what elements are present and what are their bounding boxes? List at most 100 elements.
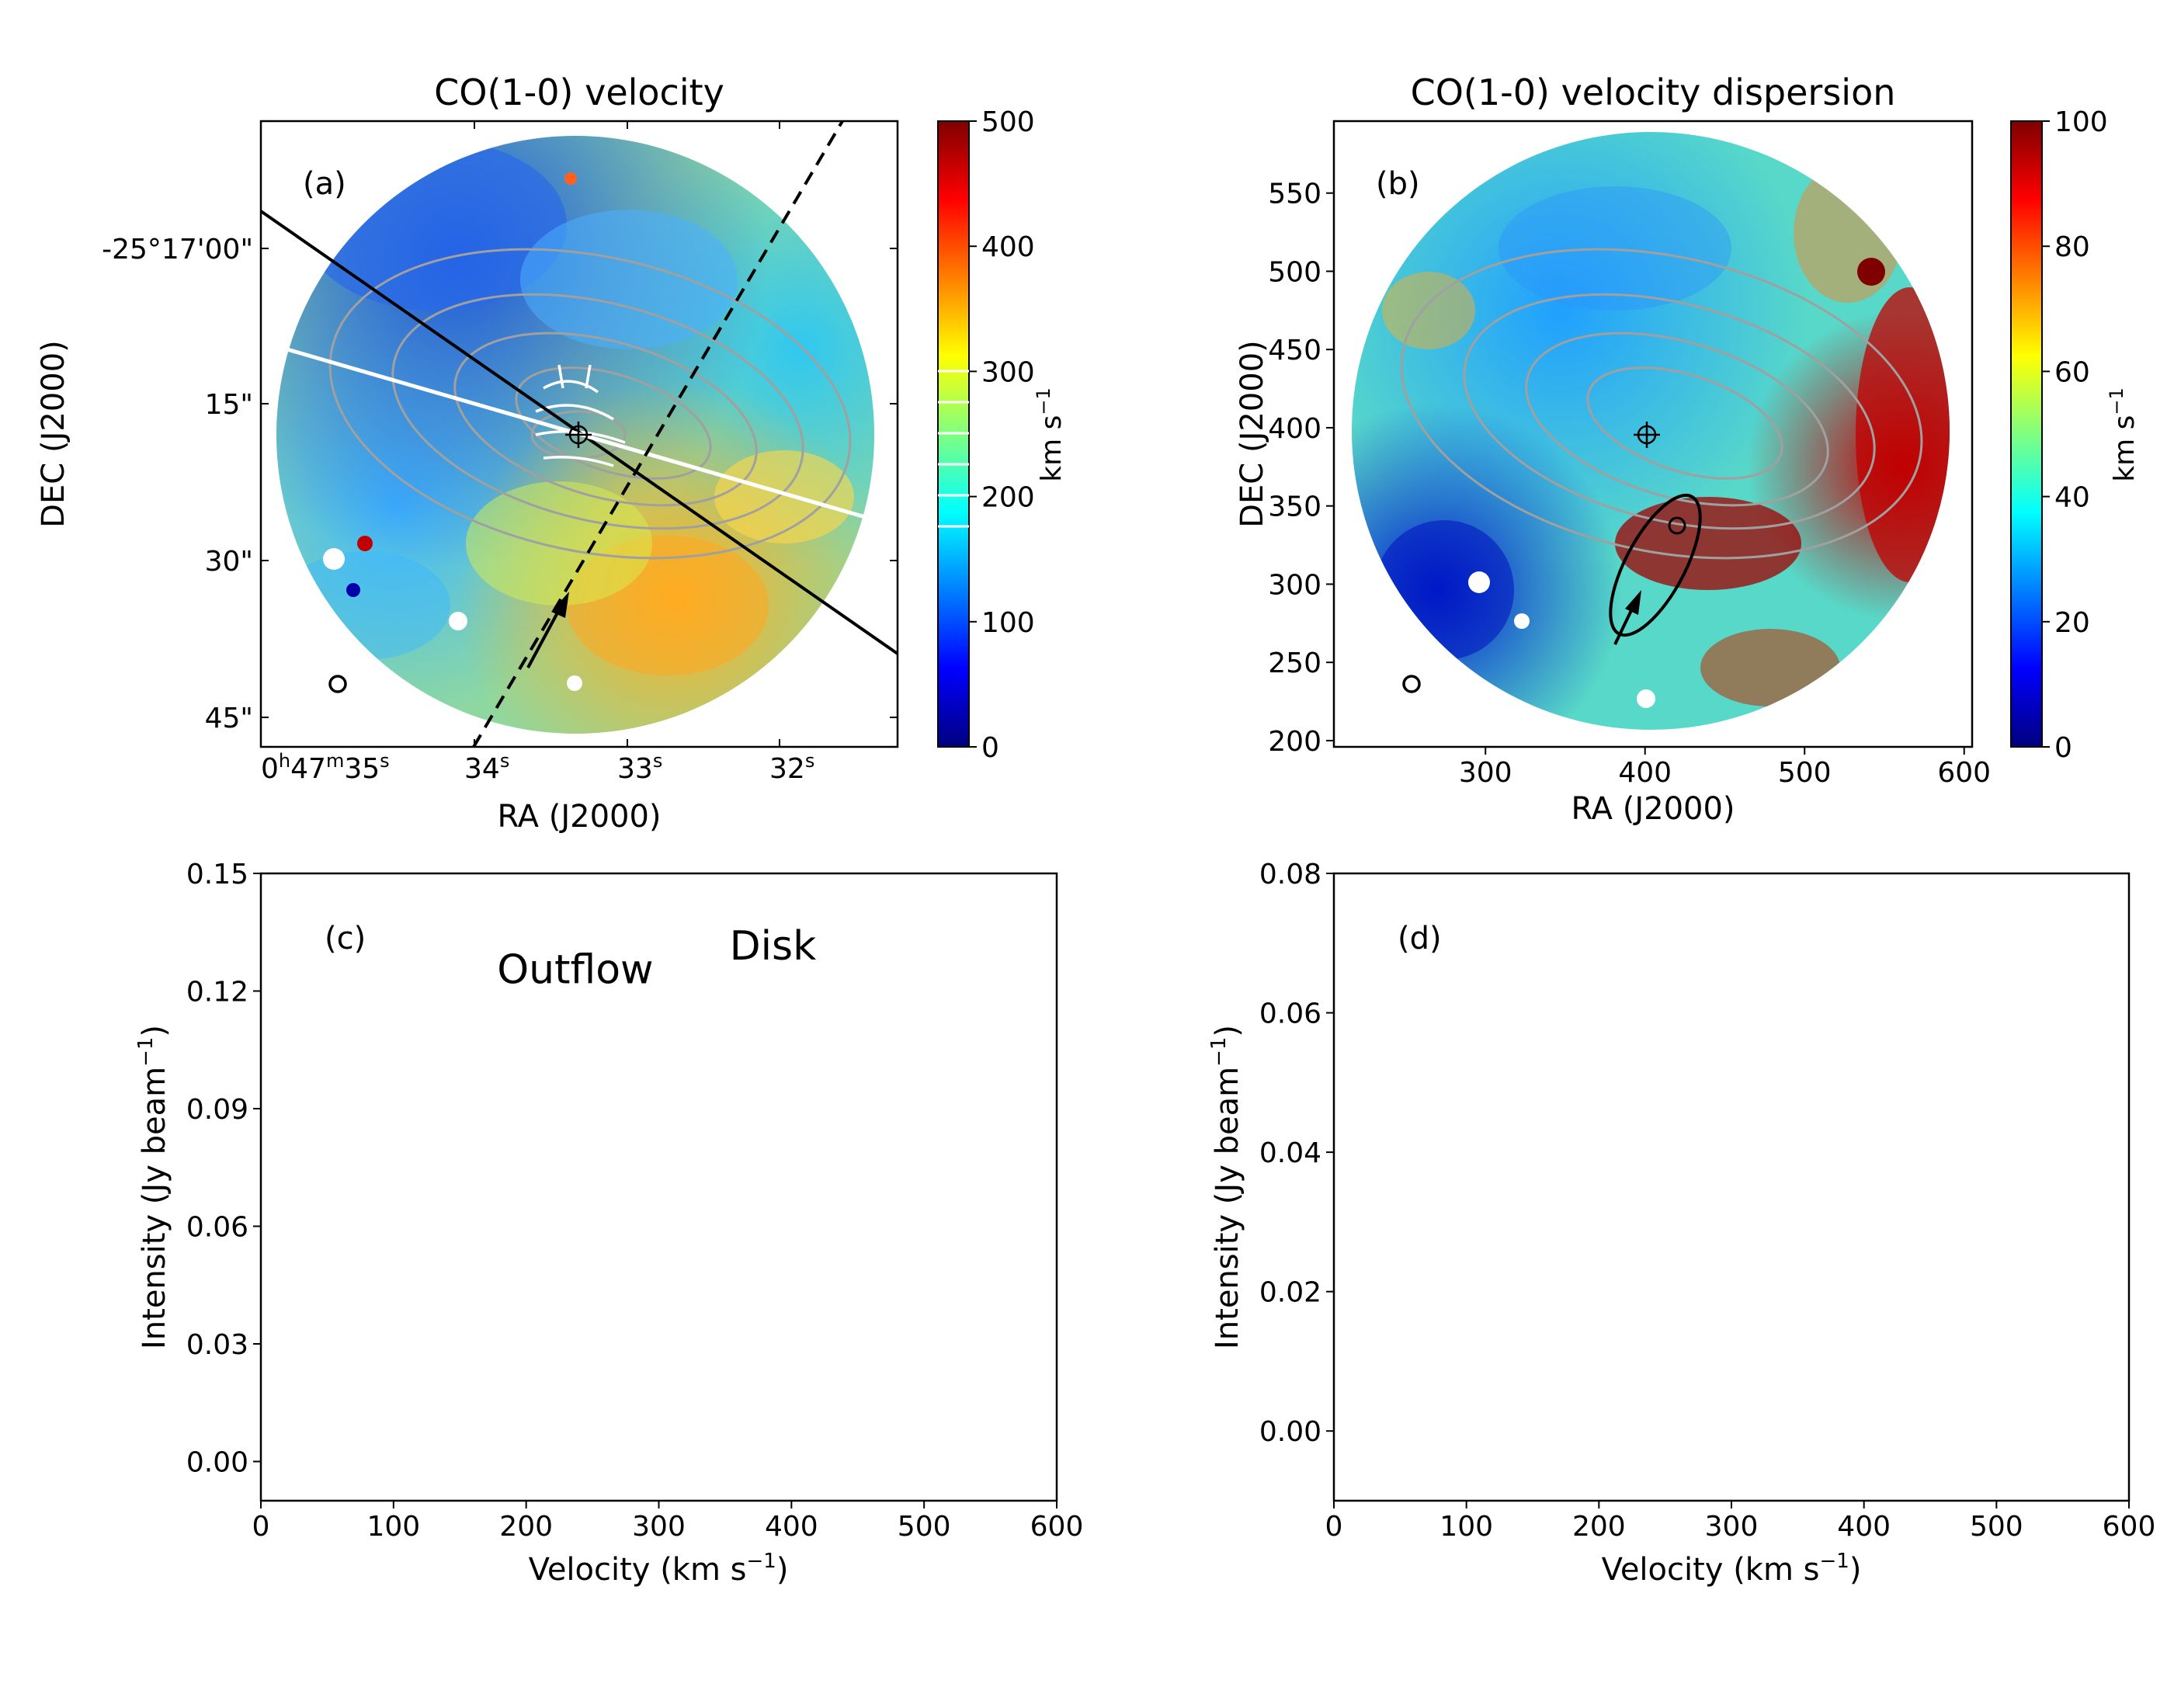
- beam-ellipse: [328, 675, 347, 693]
- outflow-arrow-head: [551, 592, 569, 618]
- y-tick-label: 0.04: [1259, 1137, 1321, 1169]
- x-tick-label: 300: [632, 1511, 686, 1543]
- panel-c: 0 100 200 300 400 500 600 0.00 0.03 0.06 0.09 0.12 0…: [134, 859, 1083, 1588]
- panel-b: CO(1-0) velocity dispersion (b) 300 400 50…: [1235, 71, 2141, 827]
- panel-c-ticks: 0 100 200 300 400 500 600 0.00 0.03 0.06 0.09 0.12 0…: [186, 859, 1084, 1543]
- x-tick-label: 300: [1705, 1511, 1759, 1543]
- y-tick-label: 45": [205, 703, 253, 734]
- y-tick-label: 250: [1268, 647, 1321, 679]
- x-tick-label: 400: [765, 1511, 818, 1543]
- panel-c-frame: [259, 872, 1058, 1502]
- panel-a-y-label: DEC (J2000): [36, 340, 71, 528]
- x-tick-label: 600: [2103, 1511, 2156, 1543]
- y-tick-label: 15": [205, 389, 253, 421]
- nucleus-marker: [565, 422, 592, 448]
- y-tick-label: 0.02: [1259, 1277, 1321, 1309]
- panel-b-title: CO(1-0) velocity dispersion: [1411, 71, 1896, 113]
- panel-b-ticks: 300 400 500 600 200 250 300 350 400 450 500 550: [1268, 179, 1991, 789]
- y-tick-label: 0.00: [186, 1447, 248, 1479]
- x-tick-label: 34s: [464, 750, 509, 785]
- x-tick-label: 500: [1778, 757, 1832, 789]
- y-tick-label: 0.12: [186, 977, 248, 1008]
- panel-c-label: (c): [325, 921, 366, 956]
- colorbar-tick-label: 0: [981, 732, 999, 764]
- colorbar-tick-label: 40: [2054, 482, 2090, 514]
- beam-ellipse: [1402, 675, 1421, 693]
- velocity-contours: [328, 248, 852, 560]
- panel-a-frame: [259, 120, 899, 748]
- y-tick-label: 550: [1268, 179, 1321, 210]
- x-tick-label: 600: [1030, 1511, 1084, 1543]
- y-tick-label: 0.08: [1259, 859, 1321, 890]
- colorbar-tick-label: 100: [2054, 106, 2108, 138]
- nucleus-marker: [1634, 422, 1660, 448]
- y-tick-label: 0.09: [186, 1094, 248, 1126]
- outflow-spectrum-aperture: [1668, 516, 1686, 535]
- panel-b-label: (b): [1376, 166, 1420, 202]
- x-tick-label: 200: [1572, 1511, 1626, 1543]
- outflow-arrow-shaft: [526, 605, 563, 668]
- panel-c-y-label: Intensity (Jy beam−1): [134, 1025, 172, 1349]
- x-tick-label: 100: [366, 1511, 420, 1543]
- outflow-arrow-head: [1625, 590, 1641, 615]
- y-tick-label: 200: [1268, 726, 1321, 758]
- disk-annotation: Disk: [730, 923, 817, 970]
- y-tick-label: 0.06: [1259, 998, 1321, 1030]
- x-tick-label: 100: [1439, 1511, 1493, 1543]
- panel-b-y-label: DEC (J2000): [1235, 340, 1270, 528]
- outflow-annotation: Outflow: [497, 946, 653, 993]
- colorbar-tick-label: 200: [981, 482, 1035, 514]
- panel-d-label: (d): [1398, 921, 1442, 956]
- y-tick-label: 0.00: [1259, 1416, 1321, 1448]
- x-tick-label: 400: [1837, 1511, 1891, 1543]
- colorbar-tick-label: 20: [2054, 607, 2090, 639]
- x-tick-label-first: 0h47m35s: [261, 750, 390, 785]
- colorbar-b-label: km s−1: [2106, 387, 2141, 482]
- x-tick-label: 500: [898, 1511, 951, 1543]
- y-tick-label: 0.15: [186, 859, 248, 890]
- y-tick-label: 350: [1268, 491, 1321, 523]
- panel-d: 0 100 200 300 400 500 6000.000.020.040.060.08 …: [1207, 859, 2155, 1588]
- x-tick-label: 0: [1325, 1511, 1343, 1543]
- x-tick-label: 0: [252, 1511, 270, 1543]
- panel-c-x-label: Velocity (km s−1): [529, 1550, 789, 1588]
- dispersion-map: [1352, 132, 1950, 730]
- colorbar-a-label: km s−1: [1033, 387, 1068, 482]
- y-tick-label: 0.03: [186, 1329, 248, 1361]
- y-tick-label: 500: [1268, 256, 1321, 288]
- colorbar-a-ticks: 0 100 200 300 400 500: [969, 106, 1035, 764]
- colorbar-b-ticks: 0 20 40 60 80 100: [2042, 106, 2108, 764]
- x-tick-label: 200: [499, 1511, 553, 1543]
- panel-a: CO(1-0) velocity (a) -25°17'00" 15" 30" …: [36, 71, 1068, 835]
- colorbar-b: [2010, 120, 2043, 748]
- colorbar-tick-label: 300: [981, 356, 1035, 388]
- y-tick-label: -25°17'00": [102, 234, 253, 266]
- colorbar-tick-label: 500: [981, 106, 1035, 138]
- y-tick-label: 0.06: [186, 1212, 248, 1244]
- panel-b-x-label: RA (J2000): [1571, 791, 1735, 827]
- x-tick-label: 500: [1970, 1511, 2023, 1543]
- panel-a-label: (a): [303, 166, 346, 202]
- colorbar-tick-label: 100: [981, 607, 1035, 639]
- colorbar-tick-label: 80: [2054, 231, 2090, 263]
- x-tick-label: 600: [1937, 757, 1991, 789]
- x-tick-label: 33s: [617, 750, 662, 785]
- colorbar-tick-label: 400: [981, 231, 1035, 263]
- colorbar-a-contour-marks: [938, 370, 969, 528]
- panel-a-y-ticks: [261, 248, 898, 718]
- panel-d-ticks: 0 100 200 300 400 500 600 0.00 0.02 0.04 0.06 0.08: [1259, 859, 2156, 1543]
- panel-a-x-label: RA (J2000): [497, 799, 661, 835]
- x-tick-label: 32s: [769, 750, 814, 785]
- outflow-axis-line: [472, 121, 844, 747]
- colorbar-tick-label: 60: [2054, 356, 2090, 388]
- y-tick-label: 300: [1268, 569, 1321, 601]
- panel-a-x-ticks: [474, 121, 780, 747]
- x-tick-label: 300: [1459, 757, 1512, 789]
- colorbar-tick-label: 0: [2054, 732, 2072, 764]
- panel-a-title: CO(1-0) velocity: [434, 71, 724, 113]
- y-tick-label: 30": [205, 546, 253, 578]
- panel-d-y-label: Intensity (Jy beam−1): [1207, 1025, 1245, 1349]
- panel-b-frame: [1332, 120, 1974, 748]
- x-tick-label: 400: [1618, 757, 1672, 789]
